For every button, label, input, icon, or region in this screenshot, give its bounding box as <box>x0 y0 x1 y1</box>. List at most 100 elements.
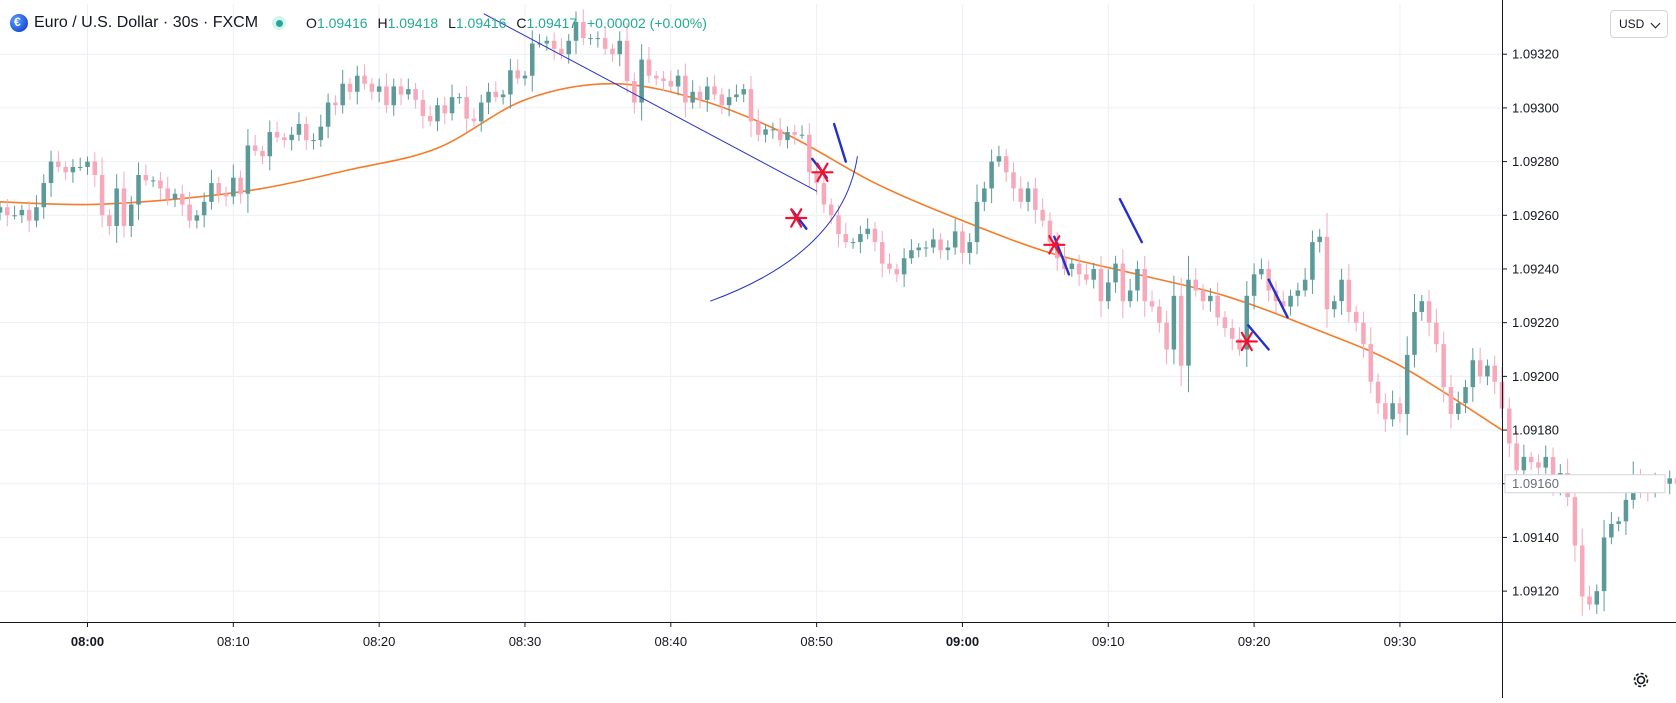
high-value: 1.09418 <box>387 15 439 31</box>
candle-body-down <box>1383 403 1388 420</box>
candle-body-down <box>158 180 163 189</box>
candle-body-up <box>41 183 47 208</box>
candle-body-up <box>1543 456 1549 468</box>
candle <box>1157 299 1162 333</box>
candle <box>209 169 214 210</box>
candle <box>1397 397 1403 423</box>
candle-body-down <box>92 161 98 176</box>
candle <box>1572 483 1578 562</box>
candle <box>1609 511 1614 545</box>
candle <box>515 59 520 85</box>
candle <box>19 204 25 224</box>
candle <box>303 116 309 151</box>
symbol-title[interactable]: Euro / U.S. Dollar · 30s · FXCM <box>34 14 259 31</box>
candle-body-down <box>238 177 243 194</box>
change-value: +0.00002 (+0.00%) <box>586 15 707 31</box>
candle <box>646 46 652 83</box>
candle <box>252 135 258 156</box>
candle-body-up <box>931 239 936 248</box>
close-value: 1.09417 <box>526 15 578 31</box>
candle <box>347 78 353 101</box>
candle <box>573 11 579 54</box>
candle <box>1295 282 1301 307</box>
candle-body-down <box>836 215 841 235</box>
candle <box>1200 284 1206 311</box>
candle <box>449 84 455 121</box>
candle-body-up <box>967 242 972 253</box>
candle-body-up <box>763 129 768 135</box>
candle-body-down <box>632 81 637 103</box>
asterisk-marker <box>1235 331 1258 352</box>
candle <box>901 248 907 287</box>
candle-body-up <box>128 204 134 227</box>
price-tick-label: 1.09140 <box>1512 530 1559 545</box>
candle-body-up <box>1594 591 1600 605</box>
time-tick-label: 08:00 <box>71 634 104 649</box>
open-key: O <box>306 15 317 31</box>
candle-body-up <box>1463 387 1468 404</box>
candle <box>602 26 608 56</box>
candle <box>1477 347 1483 384</box>
candle-body-up <box>1339 279 1344 302</box>
candle <box>362 64 367 90</box>
candle <box>799 125 805 139</box>
candle-body-up <box>296 124 302 135</box>
candle-body-up <box>1616 521 1621 525</box>
candle-body-down <box>756 121 761 135</box>
open-value: 1.09416 <box>316 15 368 31</box>
candle <box>245 129 251 213</box>
candle-body-up <box>675 75 681 87</box>
candle <box>588 34 593 45</box>
candle <box>960 223 965 264</box>
candle-body-down <box>1674 478 1676 484</box>
candle-body-up <box>486 91 491 103</box>
candle <box>836 204 841 248</box>
candle <box>1419 295 1425 321</box>
trendline-marker <box>1247 324 1270 351</box>
time-tick-label: 08:50 <box>800 634 833 649</box>
candle-body-down <box>1477 360 1483 377</box>
candle <box>1383 393 1388 432</box>
gear-icon[interactable] <box>1630 669 1652 691</box>
candle <box>1521 444 1527 478</box>
time-tick-label: 09:30 <box>1384 634 1417 649</box>
candle <box>581 9 586 46</box>
candle-body-up <box>1135 268 1140 291</box>
candle-body-up <box>996 156 1002 162</box>
currency-selector[interactable]: USD <box>1610 10 1668 38</box>
candle <box>92 152 98 188</box>
candle <box>128 196 134 238</box>
candle-body-down <box>1149 301 1155 307</box>
candle-body-down <box>1193 279 1199 291</box>
candle <box>1463 379 1468 414</box>
candle-body-down <box>1040 209 1045 221</box>
candle <box>1587 585 1592 611</box>
candle <box>1507 397 1512 458</box>
candle-body-down <box>99 175 105 216</box>
candle <box>165 176 170 206</box>
candle <box>632 72 637 114</box>
candle <box>107 209 112 235</box>
candle <box>785 126 790 149</box>
candle-body-down <box>252 145 258 151</box>
candle <box>180 184 185 217</box>
candle-body-down <box>1084 274 1089 280</box>
candle <box>559 38 564 60</box>
candle <box>1324 212 1330 328</box>
candle <box>1186 255 1191 393</box>
candle-body-up <box>1127 290 1133 302</box>
candle <box>887 253 892 275</box>
candle-body-up <box>1667 478 1672 484</box>
candle <box>945 240 951 261</box>
price-tick-label: 1.09300 <box>1512 100 1559 115</box>
candle-body-up <box>1208 295 1213 302</box>
candle <box>1215 282 1220 326</box>
candle-body-up <box>355 75 360 92</box>
candle <box>1098 255 1104 318</box>
candle-body-up <box>617 40 623 55</box>
candle <box>187 191 192 228</box>
candle-body-up <box>478 102 484 122</box>
asterisk-stroke <box>816 162 829 183</box>
candle <box>1448 375 1454 429</box>
